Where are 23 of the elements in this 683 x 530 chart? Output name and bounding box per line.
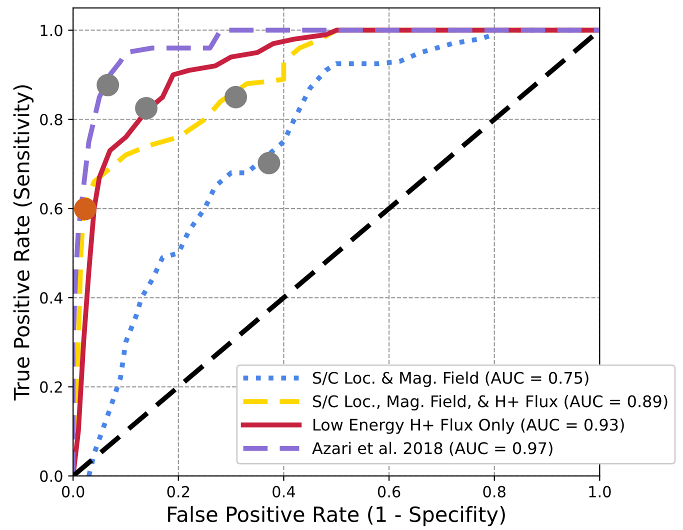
y-axis-title: True Positive Rate (Sensitivity) [13, 85, 34, 400]
legend-label: Low Energy H+ Flux Only (AUC = 0.93) [314, 418, 624, 434]
x-tick-label: 0.2 [167, 486, 190, 498]
y-tick-label: 0.8 [40, 114, 62, 126]
point [135, 97, 158, 120]
point [224, 86, 248, 108]
x-tick-label: 0.4 [272, 486, 296, 498]
legend-label: S/C Loc. & Mag. Field (AUC = 0.75) [313, 372, 588, 387]
legend-label: S/C Loc., Mag. Field, & H+ Flux (AUC = 0.89) [313, 394, 668, 410]
x-axis-title: False Positive Rate (1 - Specifity) [168, 506, 505, 526]
y-tick-label: 0.6 [40, 202, 62, 215]
legend-label: Azari et al. 2018 (AUC = 0.97) [312, 442, 552, 456]
y-tick-label: 0.2 [40, 381, 62, 393]
y-tick-label: 0.0 [40, 470, 62, 482]
point [74, 198, 96, 220]
x-tick-label: 0.8 [483, 486, 506, 498]
y-tick-label: 0.4 [40, 292, 62, 304]
y-tick-label: 1.0 [40, 24, 62, 36]
x-tick-label: 0.0 [62, 486, 84, 498]
x-tick-label: 0.6 [378, 486, 400, 498]
point [258, 152, 280, 174]
point [96, 74, 120, 96]
x-tick-label: 1.0 [589, 486, 611, 498]
